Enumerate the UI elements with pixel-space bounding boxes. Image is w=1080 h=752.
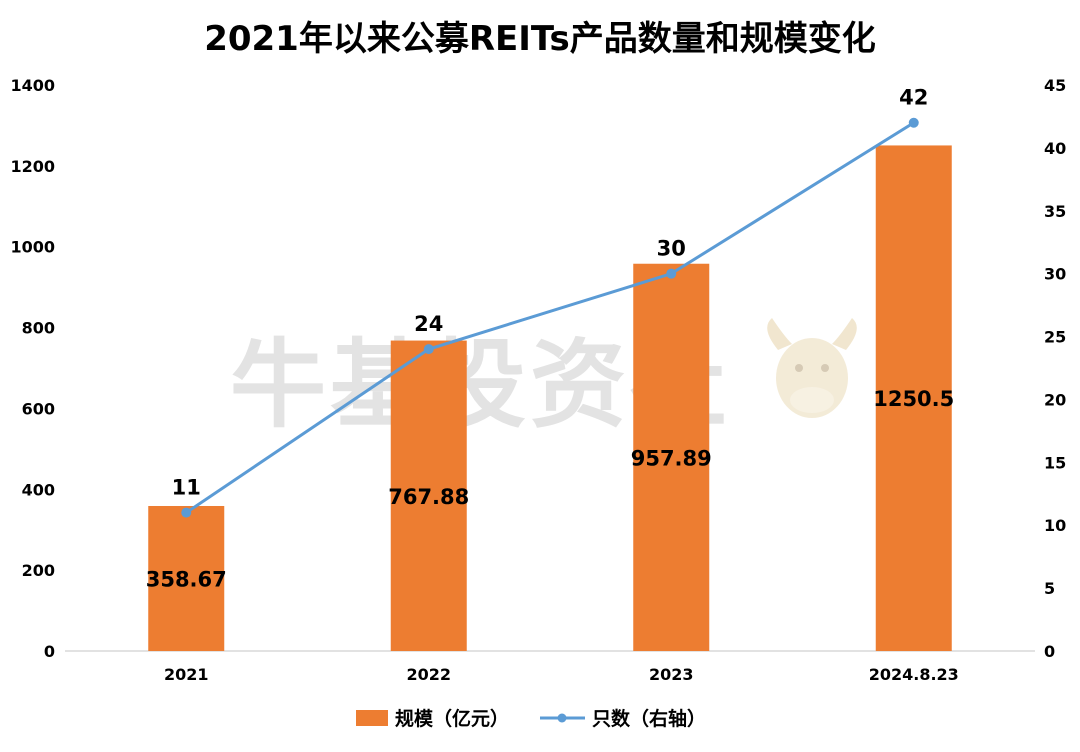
left-tick-label: 200	[22, 561, 55, 580]
legend-bar-label: 规模（亿元）	[395, 707, 509, 730]
left-axis-ticks: 0 200 400 600 800 1000 1200 1400	[10, 76, 55, 661]
line-point	[423, 344, 434, 355]
x-tick-label: 2021	[164, 665, 209, 684]
watermark: 牛基投资社	[230, 318, 857, 441]
line-data-label: 11	[172, 476, 201, 500]
x-tick-label: 2023	[649, 665, 694, 684]
bar-data-label: 1250.5	[873, 387, 954, 411]
bar	[390, 340, 467, 651]
legend-line-label: 只数（右轴）	[592, 707, 706, 730]
legend: 规模（亿元） 只数（右轴）	[356, 707, 706, 730]
bar-series	[148, 145, 952, 651]
bar-data-label: 358.67	[146, 567, 227, 591]
bar	[875, 145, 952, 651]
left-tick-label: 0	[44, 642, 55, 661]
right-tick-label: 15	[1044, 453, 1066, 472]
line-point	[666, 268, 677, 279]
x-axis-ticks: 2021 2022 2023 2024.8.23	[164, 665, 959, 684]
right-tick-label: 5	[1044, 579, 1055, 598]
right-tick-label: 25	[1044, 328, 1066, 347]
right-tick-label: 35	[1044, 202, 1066, 221]
line-data-label: 24	[414, 312, 443, 336]
left-tick-label: 800	[22, 319, 55, 338]
x-tick-label: 2022	[406, 665, 451, 684]
right-tick-label: 30	[1044, 265, 1066, 284]
left-tick-label: 1000	[10, 238, 55, 257]
bar-data-label: 767.88	[388, 485, 469, 509]
bar-data-labels: 358.67 767.88 957.89 1250.5	[146, 387, 955, 591]
line-points	[181, 117, 919, 518]
left-tick-label: 1400	[10, 76, 55, 95]
x-tick-label: 2024.8.23	[869, 665, 959, 684]
line-series	[185, 121, 915, 514]
chart-title: 2021年以来公募REITs产品数量和规模变化	[204, 19, 876, 59]
right-axis-ticks: 0 5 10 15 20 25 30 35 40 45	[1044, 76, 1066, 661]
bar-data-label: 957.89	[631, 446, 712, 470]
line-point	[908, 117, 919, 128]
line-data-labels: 11 24 30 42	[172, 86, 929, 500]
line-data-label: 42	[899, 86, 928, 110]
left-tick-label: 1200	[10, 157, 55, 176]
left-tick-label: 400	[22, 480, 55, 499]
bar	[148, 505, 225, 651]
right-tick-label: 0	[1044, 642, 1055, 661]
bull-mascot-icon	[767, 318, 857, 418]
right-tick-label: 10	[1044, 516, 1066, 535]
line-point	[181, 507, 192, 518]
line-data-label: 30	[657, 237, 686, 261]
bar	[633, 263, 710, 651]
line-path	[185, 121, 915, 514]
right-tick-label: 45	[1044, 76, 1066, 95]
right-tick-label: 40	[1044, 139, 1066, 158]
legend-line-marker	[557, 713, 567, 723]
legend-bar-swatch	[356, 710, 388, 726]
right-tick-label: 20	[1044, 390, 1066, 409]
left-tick-label: 600	[22, 399, 55, 418]
